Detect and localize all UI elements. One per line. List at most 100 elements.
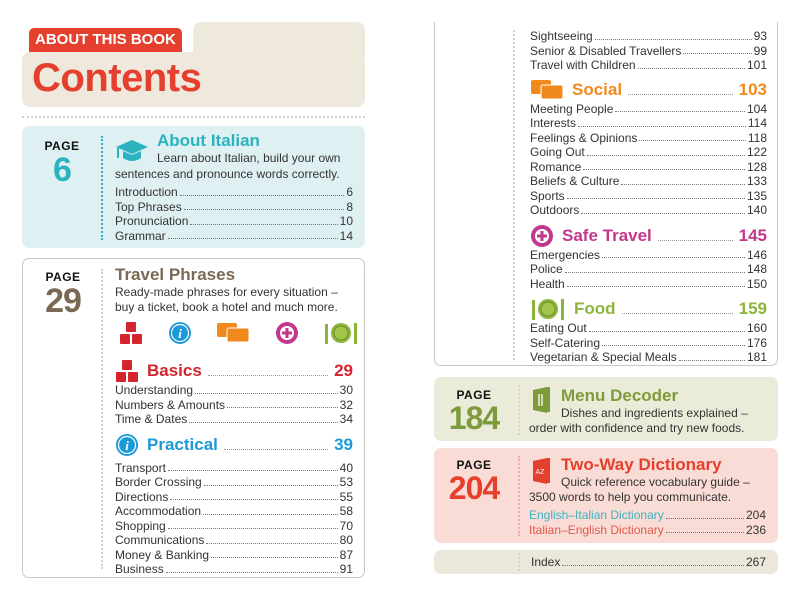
entry-label: Accommodation <box>115 504 202 518</box>
svg-text:i: i <box>178 326 182 341</box>
entry-page: 160 <box>746 321 767 335</box>
toc-entry[interactable]: Interests 114 <box>530 116 767 131</box>
section-safe-travel[interactable]: Safe Travel 145 <box>530 224 767 248</box>
page-number[interactable]: 184 <box>448 400 500 436</box>
toc-entry[interactable]: Senior & Disabled Travellers 99 <box>530 44 767 59</box>
section-basics[interactable]: Basics 29 <box>115 359 353 383</box>
dot-leader <box>678 350 745 361</box>
dictionary-book-icon: AZ <box>533 458 550 484</box>
toc-entry[interactable]: Top Phrases 8 <box>115 200 353 215</box>
speech-bubbles-icon[interactable] <box>216 321 250 345</box>
entry-page: 135 <box>746 188 767 203</box>
section-title[interactable]: Menu Decoder <box>561 386 679 405</box>
dot-leader <box>167 229 338 239</box>
toc-list: Emergencies 146 Police 148 Health 150 <box>530 248 767 292</box>
dot-leader <box>602 336 745 346</box>
entry-label: Feelings & Opinions <box>530 130 638 145</box>
page-ref: PAGE 6 <box>22 139 102 187</box>
entry-label: Sports <box>530 188 565 203</box>
toc-entry[interactable]: Business 91 <box>115 562 353 577</box>
section-social[interactable]: Social 103 <box>530 78 767 102</box>
section-title[interactable]: Two-Way Dictionary <box>561 455 722 474</box>
toc-entry[interactable]: Sports 135 <box>530 189 767 204</box>
svg-text:AZ: AZ <box>536 469 546 476</box>
toc-entry[interactable]: Directions 55 <box>115 490 353 505</box>
entry-page: 34 <box>339 412 353 426</box>
page-number[interactable]: 204 <box>448 470 500 506</box>
section-description: Learn about Italian, build your own <box>157 151 341 165</box>
toc-entry[interactable]: English–Italian Dictionary 204 <box>529 508 766 523</box>
entry-page: 55 <box>339 489 353 504</box>
page-label: PAGE <box>456 458 492 472</box>
toc-entry[interactable]: Accommodation 58 <box>115 504 353 519</box>
dot-leader <box>683 44 752 54</box>
toc-entry[interactable]: Self-Catering 176 <box>530 336 767 351</box>
toc-entry[interactable]: Understanding 30 <box>115 383 353 398</box>
header-background-top <box>193 22 365 62</box>
abc-blocks-icon[interactable] <box>119 321 143 345</box>
entry-page: 176 <box>746 335 767 350</box>
dot-leader <box>665 523 744 533</box>
toc-entry[interactable]: Outdoors 140 <box>530 203 767 218</box>
toc-list: Introduction 6 Top Phrases 8 Pronunciation 10… <box>115 185 353 243</box>
dot-leader <box>203 504 338 515</box>
toc-entry[interactable]: Numbers & Amounts 32 <box>115 398 353 413</box>
toc-entry[interactable]: Police 148 <box>530 262 767 277</box>
entry-label: Transport <box>115 460 166 475</box>
entry-label: Emergencies <box>530 247 601 262</box>
page-number[interactable]: 6 <box>53 151 72 189</box>
toc-entry[interactable]: Travel with Children 101 <box>530 58 767 73</box>
toc-entry[interactable]: Pronunciation 10 <box>115 214 353 229</box>
toc-entry[interactable]: Eating Out 160 <box>530 321 767 336</box>
plus-circle-icon <box>531 224 553 247</box>
toc-entry[interactable]: Money & Banking 87 <box>115 548 353 563</box>
toc-entry[interactable]: Transport 40 <box>115 461 353 476</box>
entry-page: 91 <box>339 562 353 576</box>
fork-plate-knife-icon[interactable] <box>323 321 359 345</box>
toc-entry[interactable]: Border Crossing 53 <box>115 475 353 490</box>
toc-entry[interactable]: Vegetarian & Special Meals 181 <box>530 350 767 365</box>
toc-entry[interactable]: Communications 80 <box>115 533 353 548</box>
entry-label: English–Italian Dictionary <box>529 508 664 522</box>
travel-phrases-panel: PAGE 29 Travel Phrases Ready-made phrase… <box>22 258 365 578</box>
toc-entry[interactable]: Sightseeing 93 <box>530 29 767 44</box>
plus-circle-icon[interactable] <box>275 321 299 345</box>
section-description: sentences and pronounce words correctly. <box>115 167 340 181</box>
toc-entry[interactable]: Grammar 14 <box>115 229 353 244</box>
toc-entry[interactable]: Health 150 <box>530 277 767 292</box>
dot-leader <box>183 200 345 210</box>
entry-label: Italian–English Dictionary <box>529 522 664 537</box>
entry-label: Top Phrases <box>115 199 182 214</box>
toc-entry[interactable]: Emergencies 146 <box>530 248 767 263</box>
section-practical[interactable]: i Practical 39 <box>115 433 353 457</box>
toc-entry[interactable]: Time & Dates 34 <box>115 412 353 427</box>
toc-entry[interactable]: Shopping 70 <box>115 519 353 534</box>
fork-plate-knife-icon <box>532 299 564 320</box>
section-title[interactable]: About Italian <box>157 131 260 150</box>
section-title[interactable]: Travel Phrases <box>115 265 236 284</box>
section-food[interactable]: Food 159 <box>530 297 767 321</box>
dot-leader <box>165 562 338 573</box>
toc-entry[interactable]: Introduction 6 <box>115 185 353 200</box>
entry-page: 133 <box>746 174 767 188</box>
toc-entry[interactable]: Italian–English Dictionary 236 <box>529 523 766 538</box>
entry-label: Money & Banking <box>115 547 210 562</box>
toc-entry-index[interactable]: Index 267 <box>531 555 766 570</box>
page-number[interactable]: 29 <box>45 282 82 320</box>
section-title: Food <box>574 299 616 318</box>
dot-leader <box>167 461 338 471</box>
section-description: Ready-made phrases for every situation – <box>115 285 338 299</box>
section-title: Practical <box>147 434 218 454</box>
toc-entry[interactable]: Going Out 122 <box>530 145 767 160</box>
toc-entry[interactable]: Romance 128 <box>530 160 767 175</box>
toc-entry[interactable]: Beliefs & Culture 133 <box>530 174 767 189</box>
dot-leader <box>639 131 746 141</box>
about-italian-panel: PAGE 6 About Italian Learn about Italian… <box>22 126 365 248</box>
section-description: Quick reference vocabulary guide – <box>561 475 750 489</box>
entry-page: 58 <box>339 504 353 518</box>
toc-entry[interactable]: Feelings & Opinions 118 <box>530 131 767 146</box>
toc-entry[interactable]: Meeting People 104 <box>530 102 767 117</box>
info-icon[interactable]: i <box>168 321 192 345</box>
toc-sections: Basics 29 Understanding 30 Numbers & Amount… <box>115 355 353 577</box>
entry-label: Shopping <box>115 518 166 533</box>
